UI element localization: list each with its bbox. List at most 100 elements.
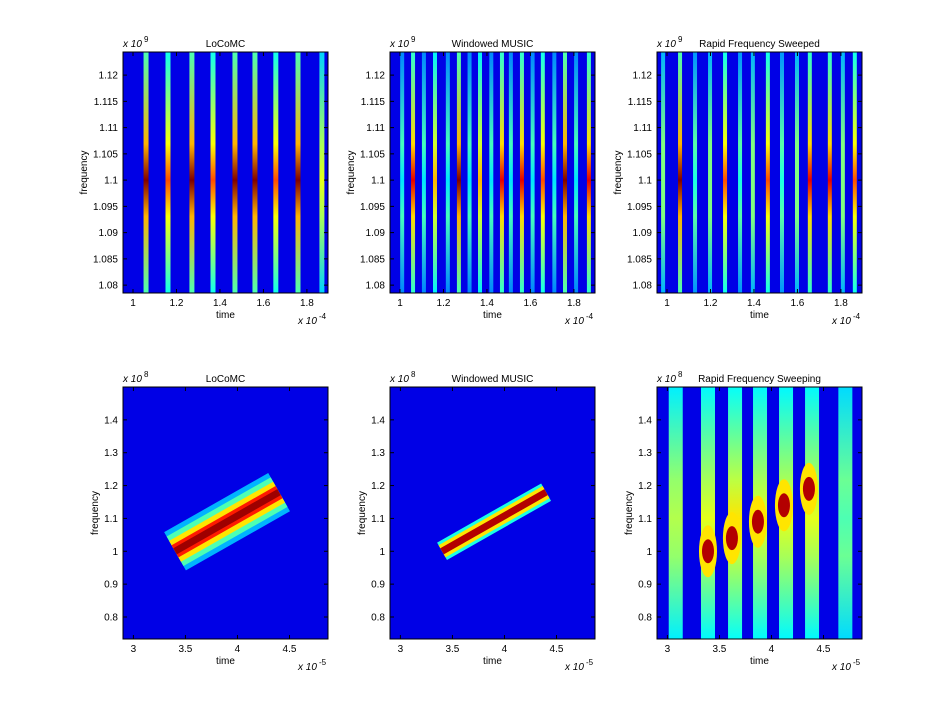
x-tick-label: 1.8 xyxy=(300,298,314,309)
chart-title: Rapid Frequency Sweeping xyxy=(698,374,821,385)
x-scale-exp: -5 xyxy=(586,658,594,667)
stripe xyxy=(210,52,216,293)
y-tick-label: 1.095 xyxy=(93,202,118,213)
stripe xyxy=(563,52,567,293)
x-tick-label: 3 xyxy=(131,644,137,655)
y-tick-label: 1.11 xyxy=(99,123,118,134)
axes-frame xyxy=(122,386,329,640)
x-tick-label: 1.4 xyxy=(213,298,227,309)
y-tick-label: 0.8 xyxy=(104,612,118,623)
x-tick-label: 1.8 xyxy=(567,298,581,309)
blob xyxy=(802,476,815,501)
stripe xyxy=(143,52,149,293)
stripe xyxy=(252,52,258,293)
subplot: 3 3.5 4 4.5 0.8 0.9 1 1.1 1.2 1.3 1.4 Windowed MUSI… xyxy=(357,370,596,673)
y-tick-label: 1.1 xyxy=(638,514,652,525)
y-tick-label: 1 xyxy=(112,547,118,558)
x-tick-label: 4 xyxy=(769,644,775,655)
stripe xyxy=(519,52,524,293)
x-tick-label: 4 xyxy=(235,644,241,655)
y-tick-label: 1.105 xyxy=(360,149,385,160)
y-tick-label: 0.9 xyxy=(104,580,118,591)
x-tick-label: 1.6 xyxy=(790,298,804,309)
background xyxy=(123,52,328,293)
stripe xyxy=(738,52,743,293)
stripe xyxy=(456,52,461,293)
x-tick-label: 4 xyxy=(502,644,508,655)
stripe xyxy=(795,52,799,293)
x-scale-exp: -4 xyxy=(319,312,327,321)
y-tick-label: 1.3 xyxy=(638,448,652,459)
x-scale-exp: -4 xyxy=(586,312,594,321)
y-tick-label: 1.08 xyxy=(99,281,119,292)
x-axis-label: time xyxy=(483,310,502,321)
stripe xyxy=(445,52,450,293)
x-scale-base: x 10 xyxy=(564,316,584,327)
y-tick-label: 0.9 xyxy=(638,580,652,591)
x-tick-label: 3.5 xyxy=(178,644,192,655)
axes-frame xyxy=(389,51,596,294)
y-tick-label: 1.08 xyxy=(633,281,653,292)
x-axis-label: time xyxy=(750,310,769,321)
x-axis-label: time xyxy=(216,656,235,667)
stripe xyxy=(765,52,770,293)
stripe xyxy=(723,52,728,293)
y-tick-label: 1.11 xyxy=(366,123,385,134)
plot-area xyxy=(390,387,595,639)
x-scale-exp: -4 xyxy=(853,312,861,321)
stripe xyxy=(421,52,426,293)
stripe xyxy=(668,387,683,639)
y-tick-label: 1.115 xyxy=(361,97,386,108)
chart-title: Windowed MUSIC xyxy=(452,39,534,50)
x-tick-label: 3 xyxy=(398,644,404,655)
y-tick-label: 1.105 xyxy=(93,149,118,160)
stripe xyxy=(838,387,853,639)
axes-frame xyxy=(656,386,863,640)
y-scale-base: x 10 xyxy=(122,39,142,50)
y-tick-label: 1.115 xyxy=(628,97,653,108)
chart-title: Rapid Frequency Sweeped xyxy=(699,39,820,50)
y-tick-label: 1.4 xyxy=(371,415,385,426)
y-tick-label: 1.12 xyxy=(633,71,653,82)
x-tick-label: 1.2 xyxy=(704,298,718,309)
chart-title: LoCoMC xyxy=(206,374,245,385)
x-tick-label: 4.5 xyxy=(817,644,831,655)
x-tick-label: 4.5 xyxy=(283,644,297,655)
x-tick-label: 1.2 xyxy=(170,298,184,309)
y-tick-label: 1.09 xyxy=(99,228,119,239)
x-scale-base: x 10 xyxy=(297,662,317,673)
y-axis-label: frequency xyxy=(357,491,368,535)
stripe xyxy=(540,52,545,293)
stripe xyxy=(852,52,857,293)
stripe xyxy=(295,52,301,293)
x-tick-label: 1.8 xyxy=(834,298,848,309)
subplot: 3 3.5 4 4.5 0.8 0.9 1 1.1 1.2 1.3 1.4 LoCoMC time fre… xyxy=(90,370,329,673)
plot-area xyxy=(390,52,595,293)
plot-area xyxy=(123,387,328,639)
subplot: 3 3.5 4 4.5 0.8 0.9 1 1.1 1.2 1.3 1.4 Rapid Frequen… xyxy=(624,370,863,673)
y-tick-label: 1.085 xyxy=(360,254,385,265)
y-axis-label: frequency xyxy=(79,151,90,195)
x-scale-base: x 10 xyxy=(831,662,851,673)
y-scale-exp: 8 xyxy=(144,370,149,379)
stripe xyxy=(478,52,482,293)
axes-frame xyxy=(656,51,863,294)
stripe xyxy=(165,52,171,293)
y-tick-label: 1.08 xyxy=(366,281,386,292)
stripe xyxy=(840,52,845,293)
x-tick-label: 1.6 xyxy=(523,298,537,309)
y-tick-label: 1.4 xyxy=(638,415,652,426)
y-tick-label: 1.12 xyxy=(99,71,119,82)
y-axis-label: frequency xyxy=(613,151,624,195)
plot-area xyxy=(657,52,862,293)
subplot: 1 1.2 1.4 1.6 1.8 1.08 1.085 1.09 1.095 1.1 1.105 1… xyxy=(79,35,329,327)
y-tick-label: 1.1 xyxy=(638,176,652,187)
y-tick-label: 1.2 xyxy=(371,481,385,492)
stripe xyxy=(728,387,743,639)
y-tick-label: 1.12 xyxy=(366,71,386,82)
y-tick-label: 1.095 xyxy=(360,202,385,213)
y-tick-label: 0.8 xyxy=(638,612,652,623)
x-tick-label: 4.5 xyxy=(550,644,564,655)
